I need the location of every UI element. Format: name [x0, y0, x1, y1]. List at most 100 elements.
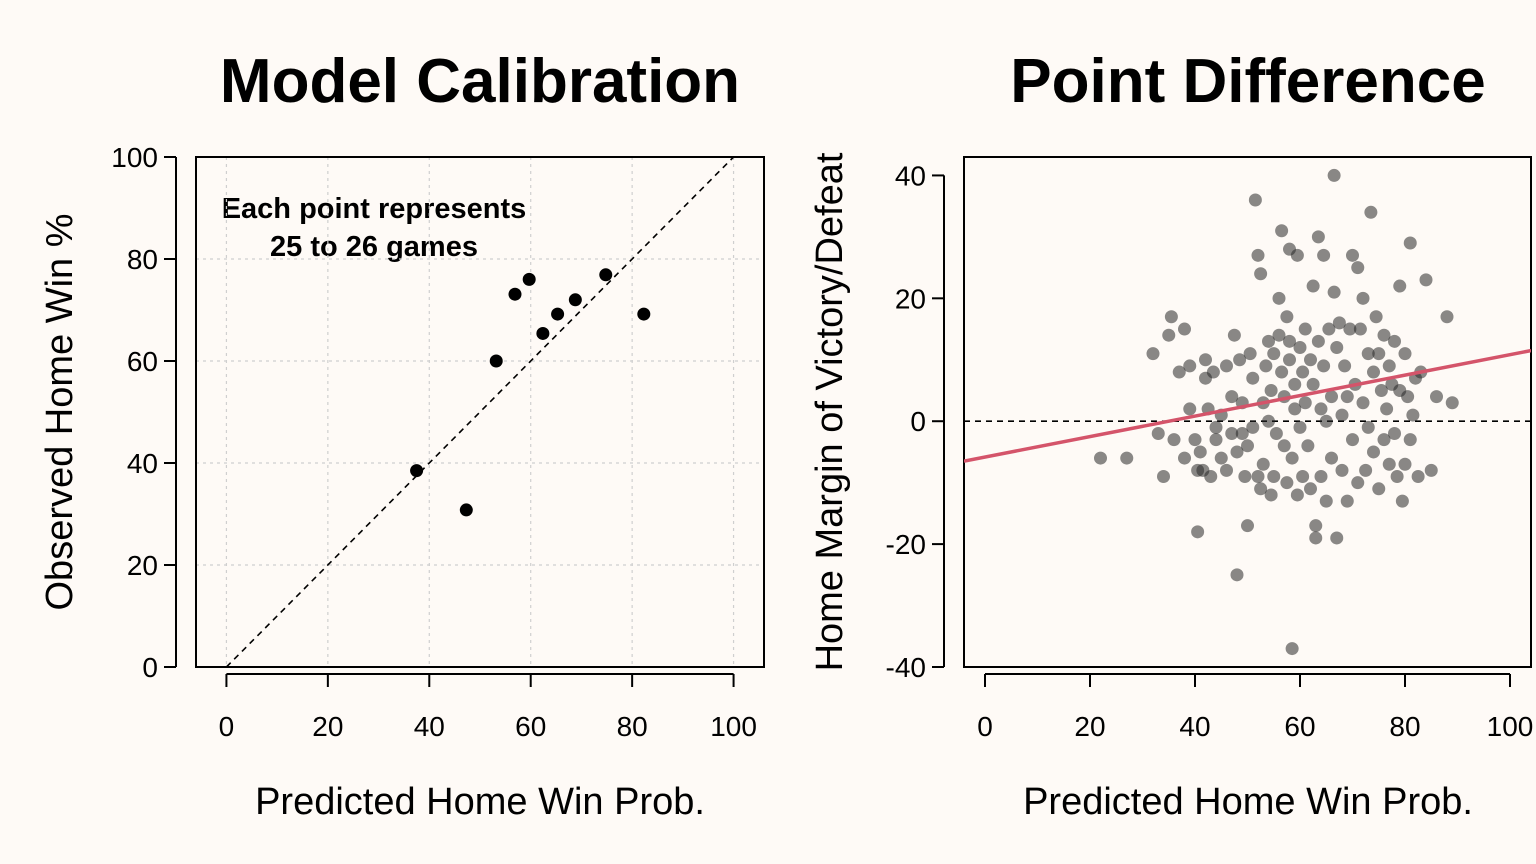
reference-line-identity [225, 157, 735, 667]
data-point [410, 464, 424, 478]
data-point [1296, 365, 1310, 379]
data-point [1230, 568, 1244, 582]
data-point [1178, 322, 1191, 336]
data-point [1264, 383, 1278, 397]
data-point [1183, 359, 1197, 373]
data-point [1256, 457, 1270, 471]
chart-title: Point Difference [1010, 47, 1485, 116]
x-tick-label: 60 [1284, 711, 1315, 742]
data-point [1262, 414, 1275, 428]
data-point [1298, 322, 1312, 336]
x-tick-label: 20 [1074, 711, 1105, 742]
chart-title: Model Calibration [220, 47, 740, 116]
x-tick-label: 80 [1389, 711, 1420, 742]
data-point [1327, 285, 1341, 299]
data-point [508, 287, 522, 301]
data-point [1233, 353, 1247, 367]
data-point [1390, 470, 1404, 484]
data-point [1306, 377, 1320, 391]
data-point [1306, 279, 1320, 293]
data-point [1335, 463, 1349, 477]
panel-point-difference: Point Difference Predicted Home Win Prob… [809, 47, 1533, 823]
data-point [1314, 470, 1328, 484]
data-point [1259, 359, 1273, 373]
data-point [459, 503, 473, 517]
data-point [1343, 322, 1357, 336]
y-tick-label: 0 [910, 406, 926, 437]
data-point [1403, 236, 1417, 250]
data-point [1304, 353, 1317, 367]
y-tick-label: 60 [127, 346, 158, 377]
data-point [568, 293, 582, 307]
y-axis-title: Observed Home Win % [39, 213, 81, 610]
data-point [1269, 427, 1283, 441]
panel-model-calibration: Model Calibration Predicted Home Win Pro… [39, 47, 765, 823]
data-point [1206, 365, 1220, 379]
data-point [1288, 402, 1302, 416]
data-point [1382, 457, 1396, 471]
data-point [1353, 322, 1367, 336]
x-tick-label: 60 [515, 711, 546, 742]
data-point [1120, 451, 1134, 465]
data-point [1440, 310, 1454, 324]
data-point [1209, 433, 1223, 447]
data-point [1356, 291, 1370, 305]
x-tick-label: 40 [414, 711, 445, 742]
data-point [1388, 334, 1401, 348]
data-point [637, 307, 651, 321]
y-tick-label: -20 [886, 529, 926, 560]
y-tick-label: -40 [886, 652, 926, 683]
x-tick-label: 40 [1179, 711, 1210, 742]
data-point [1246, 420, 1260, 434]
data-point [1309, 531, 1323, 545]
data-point [1220, 359, 1233, 373]
data-point [1424, 463, 1438, 477]
x-tick-label: 20 [312, 711, 343, 742]
data-point [1191, 525, 1205, 539]
data-point [489, 354, 503, 368]
data-point [1319, 414, 1333, 428]
x-tick-label: 0 [977, 711, 993, 742]
data-point [1275, 365, 1289, 379]
x-tick-label: 100 [1487, 711, 1534, 742]
data-point [1094, 451, 1107, 465]
data-point [1301, 439, 1315, 453]
data-point [1322, 322, 1336, 336]
data-point [1238, 470, 1252, 484]
data-point [1367, 445, 1380, 459]
data-point [1280, 476, 1294, 490]
data-point [1285, 451, 1299, 465]
plot-frame [195, 156, 765, 668]
data-point [1225, 390, 1239, 404]
x-tick-label: 80 [617, 711, 648, 742]
data-point [1369, 310, 1383, 324]
data-point [1267, 347, 1281, 361]
data-point [1411, 470, 1425, 484]
data-point [1330, 340, 1344, 354]
data-point [1325, 390, 1338, 404]
data-point [1340, 390, 1354, 404]
y-tick-label: 40 [127, 448, 158, 479]
data-point [1251, 248, 1265, 262]
data-point [599, 268, 613, 282]
data-point [1367, 365, 1380, 379]
data-point [1272, 291, 1286, 305]
data-point [1361, 347, 1375, 361]
data-point [522, 272, 536, 286]
annotation-line-1: Each point represents [222, 193, 527, 225]
data-point [1419, 273, 1433, 287]
annotation-line-2: 25 to 26 games [270, 231, 478, 263]
data-point [1241, 519, 1254, 533]
data-point [1335, 408, 1349, 422]
data-point [1356, 396, 1370, 410]
x-tick-label: 0 [219, 711, 235, 742]
data-point [1374, 383, 1388, 397]
data-point [1214, 451, 1228, 465]
data-point [1285, 642, 1299, 656]
data-point [1275, 224, 1289, 238]
data-point [1162, 328, 1176, 342]
data-point [1330, 531, 1344, 545]
data-point [1248, 193, 1262, 207]
data-point [1167, 433, 1181, 447]
data-point [1327, 168, 1341, 182]
